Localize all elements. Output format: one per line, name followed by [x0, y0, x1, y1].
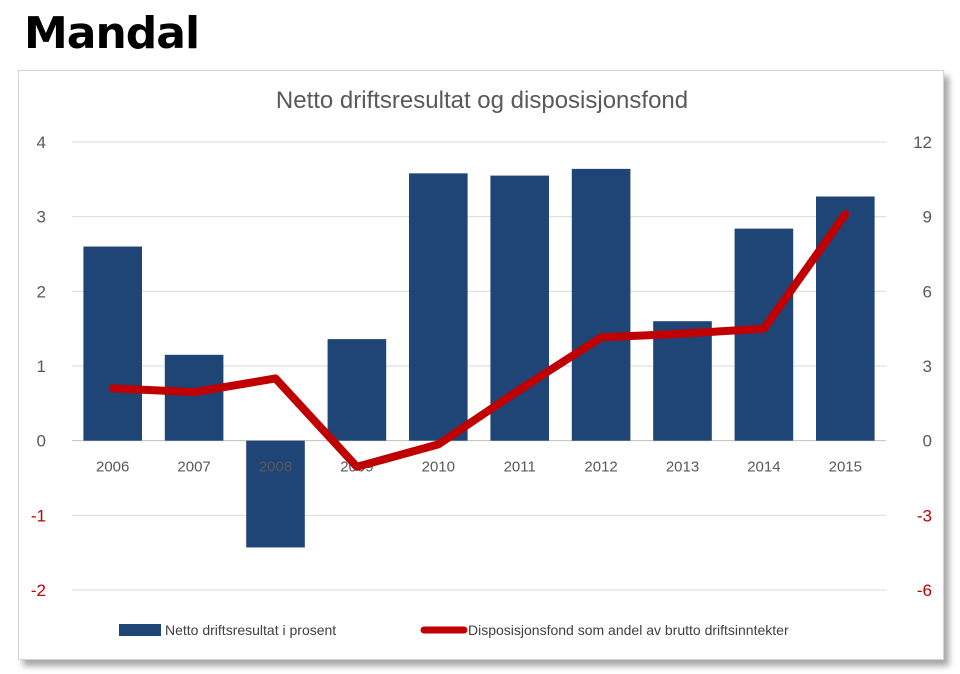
bar-2007 — [164, 354, 224, 441]
left-tick-label: -2 — [31, 581, 46, 600]
bar-2011 — [490, 175, 550, 441]
x-tick-label: 2006 — [96, 459, 129, 476]
right-tick-label: 9 — [923, 208, 932, 227]
legend-bar-swatch — [119, 624, 161, 636]
x-tick-label: 2015 — [829, 459, 862, 476]
bar-2013 — [653, 321, 712, 441]
page-heading: Mandal — [24, 8, 200, 59]
line-disposisjonsfond — [108, 210, 850, 471]
x-tick-label: 2014 — [747, 459, 780, 476]
x-tick-label: 2012 — [584, 459, 617, 476]
x-axis-labels: 2006 2007 2008 2009 2010 2011 2012 2013 2014 2015 — [96, 459, 862, 476]
bar-2015 — [815, 196, 875, 441]
left-tick-label: 3 — [37, 208, 46, 227]
x-tick-label: 2010 — [422, 459, 455, 476]
line-series — [108, 210, 850, 471]
left-tick-label: -1 — [31, 506, 46, 525]
bar-2008 — [246, 440, 305, 548]
x-tick-label: 2007 — [177, 459, 210, 476]
right-tick-label: 3 — [923, 357, 932, 376]
x-tick-label: 2011 — [504, 459, 536, 476]
left-tick-label: 4 — [37, 133, 46, 152]
bar-2009 — [327, 339, 387, 441]
right-tick-label: -6 — [917, 581, 932, 600]
left-tick-label: 0 — [37, 432, 46, 451]
chart-title: Netto driftsresultat og disposisjonsfond — [276, 87, 688, 114]
legend-line-label: Disposisjonsfond som andel av brutto dri… — [468, 622, 789, 638]
bar-2014 — [734, 228, 794, 441]
right-axis-ticks: 12 9 6 3 0 -3 -6 — [913, 133, 932, 600]
right-tick-label: 0 — [923, 432, 932, 451]
x-tick-label: 2008 — [259, 459, 292, 476]
left-tick-label: 2 — [37, 282, 46, 301]
right-tick-label: -3 — [917, 506, 932, 525]
legend: Netto driftsresultat i prosent Disposisj… — [119, 622, 789, 638]
right-tick-label: 12 — [913, 133, 932, 152]
bar-series — [83, 168, 875, 548]
bar-2012 — [571, 168, 631, 441]
x-tick-label: 2013 — [666, 459, 699, 476]
bar-2006 — [83, 246, 143, 441]
legend-bar-label: Netto driftsresultat i prosent — [165, 622, 336, 638]
right-tick-label: 6 — [923, 282, 932, 301]
left-tick-label: 1 — [37, 357, 46, 376]
left-axis-ticks: 4 3 2 1 0 -1 -2 — [31, 133, 46, 600]
bar-2010 — [408, 173, 468, 441]
